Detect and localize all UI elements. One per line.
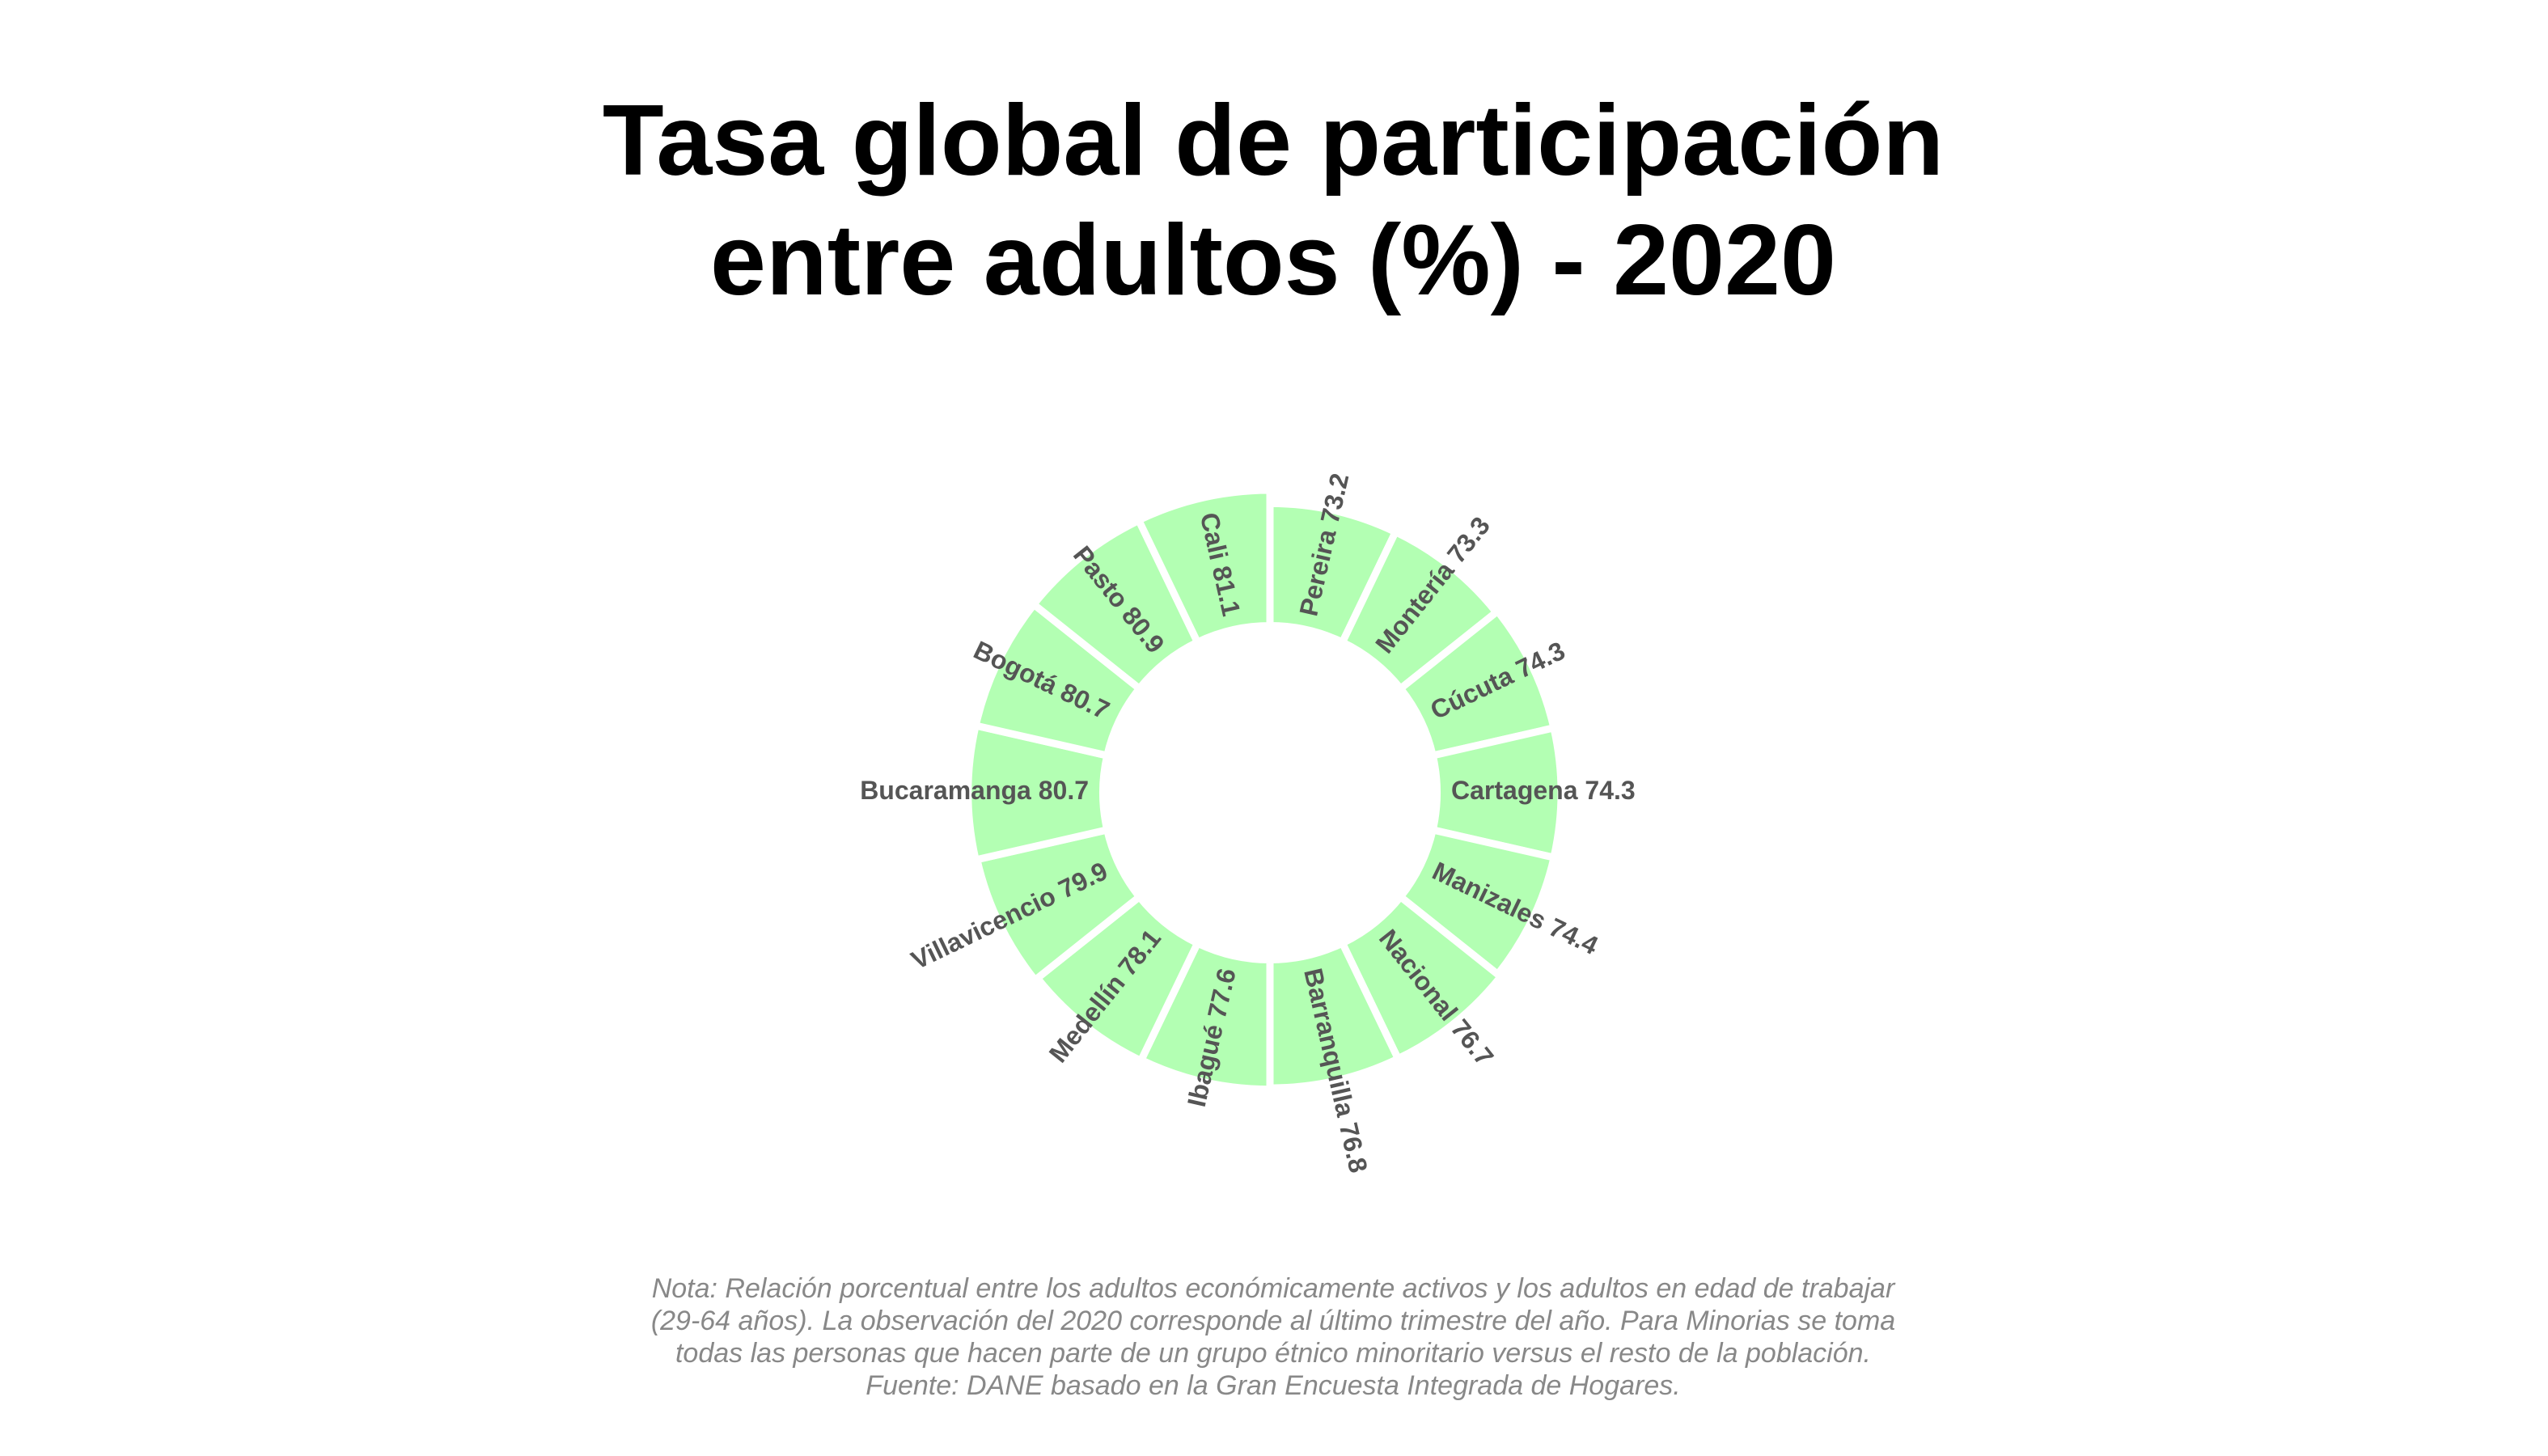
note: Nota: Relación porcentual entre los adul…: [652, 1273, 1896, 1304]
category-label: Bucaramanga: [860, 776, 1031, 805]
bar: [1337, 527, 1502, 694]
bar: [971, 599, 1145, 760]
bar: [1266, 938, 1403, 1092]
note: Fuente: DANE basado en la Gran Encuesta …: [866, 1370, 1680, 1401]
bar-label: Cartagena 74.3: [1451, 776, 1636, 805]
bar: [1395, 606, 1559, 760]
bar: [1266, 499, 1401, 647]
value-label: 74.3: [1585, 776, 1635, 805]
bar: [972, 825, 1145, 985]
bar: [1136, 938, 1274, 1094]
note: (29-64 años). La observación del 2020 co…: [651, 1306, 1895, 1336]
note: todas las personas que hacen parte de un…: [675, 1338, 1871, 1369]
bar: [1428, 723, 1565, 862]
bar: [1395, 825, 1559, 980]
bar-label: Bucaramanga 80.7: [860, 776, 1089, 805]
bar: [1133, 486, 1274, 647]
bar: [964, 721, 1112, 865]
value-label: 80.7: [1039, 776, 1089, 805]
chart-title: Tasa global de participación: [603, 85, 1944, 197]
category-label: Cartagena: [1451, 776, 1578, 805]
chart-title: entre adultos (%) - 2020: [710, 205, 1836, 316]
bar: [1032, 891, 1203, 1066]
